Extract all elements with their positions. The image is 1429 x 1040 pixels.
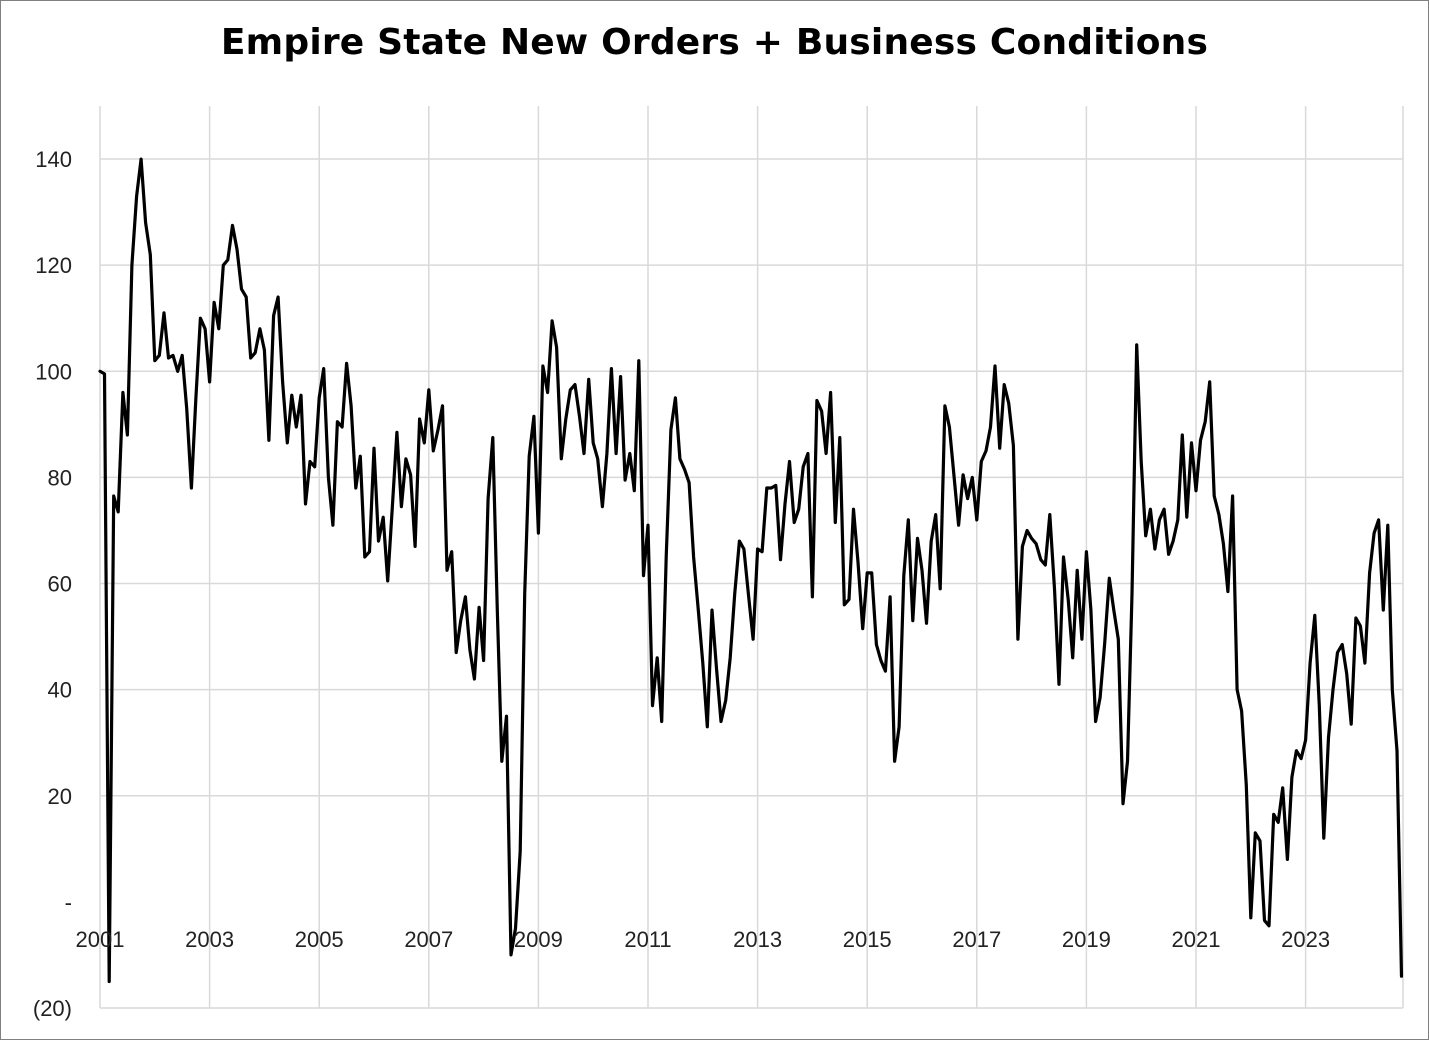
x-tick-label: 2023 xyxy=(1281,927,1330,952)
x-tick-label: 2005 xyxy=(295,927,344,952)
series-group xyxy=(98,157,1404,984)
x-tick-label: 2013 xyxy=(733,927,782,952)
y-tick-label: 100 xyxy=(35,359,72,384)
x-tick-label: 2003 xyxy=(185,927,234,952)
y-tick-label: 20 xyxy=(48,784,72,809)
y-tick-label: (20) xyxy=(33,996,72,1021)
chart-title: Empire State New Orders + Business Condi… xyxy=(220,22,1209,63)
x-tick-label: 2019 xyxy=(1062,927,1111,952)
grid-lines xyxy=(99,106,1404,1009)
series-line xyxy=(98,157,1404,984)
x-tick-label: 2017 xyxy=(952,927,1001,952)
y-tick-label: 40 xyxy=(48,678,72,703)
y-tick-label: 80 xyxy=(48,465,72,490)
y-tick-label: 140 xyxy=(35,147,72,172)
y-tick-label: 120 xyxy=(35,253,72,278)
y-axis-labels: (20) - 20 40 60 80 100 120 140 xyxy=(33,147,72,1021)
y-tick-label: 60 xyxy=(48,572,72,597)
x-tick-label: 2009 xyxy=(514,927,563,952)
x-tick-label: 2001 xyxy=(76,927,125,952)
x-axis-labels: 2001 2003 2005 2007 2009 2011 2013 2015 2017 2019… xyxy=(76,927,1331,952)
x-tick-label: 2015 xyxy=(843,927,892,952)
x-tick-label: 2011 xyxy=(624,927,671,952)
x-tick-label: 2021 xyxy=(1172,927,1221,952)
x-tick-label: 2007 xyxy=(404,927,453,952)
y-tick-label: - xyxy=(65,890,72,915)
